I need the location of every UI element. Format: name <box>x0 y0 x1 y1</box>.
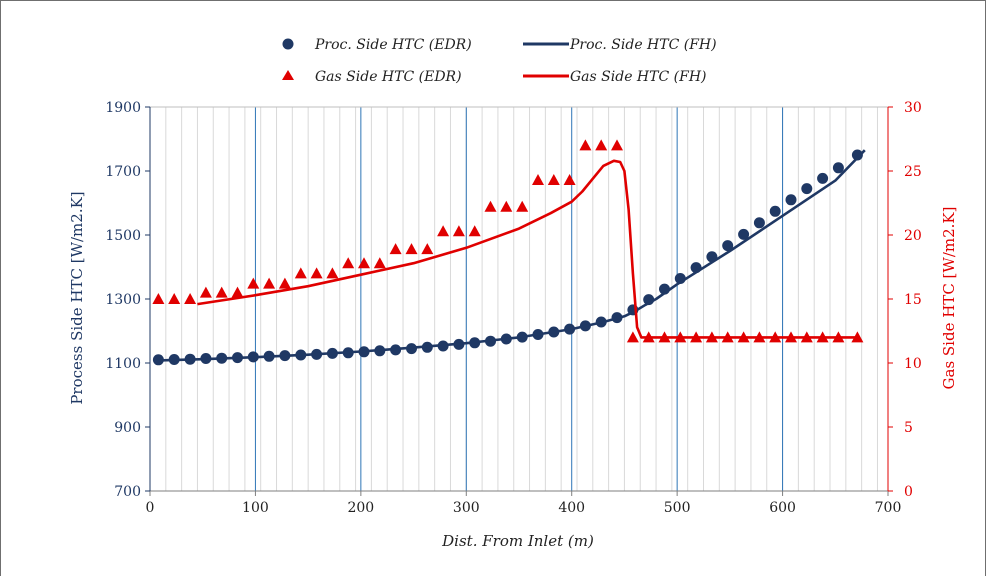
data-point <box>421 243 434 255</box>
legend-label: Proc. Side HTC (EDR) <box>314 37 472 53</box>
data-point <box>152 293 165 304</box>
data-point <box>832 162 844 174</box>
legend: Proc. Side HTC (EDR) Proc. Side HTC (FH)… <box>282 37 717 85</box>
data-point <box>611 139 623 151</box>
series-0 <box>152 149 863 366</box>
y-right-tick-label: 15 <box>904 292 922 308</box>
x-tick-label: 100 <box>242 500 269 516</box>
data-point <box>516 200 529 212</box>
data-point <box>532 174 544 185</box>
data-point <box>801 183 813 195</box>
data-point <box>168 293 181 304</box>
series-line <box>158 149 866 362</box>
data-point <box>484 200 497 212</box>
y-left-tick-label: 1700 <box>105 164 141 180</box>
data-point <box>500 200 513 212</box>
data-point <box>278 277 291 289</box>
x-tick-label: 0 <box>146 500 155 516</box>
legend-item-proc-edr: Proc. Side HTC (EDR) <box>282 37 472 53</box>
y-right-tick-label: 20 <box>904 228 922 244</box>
x-tick-label: 500 <box>664 500 691 516</box>
data-point <box>595 139 608 151</box>
y-right-tick-label: 30 <box>904 100 922 116</box>
data-point <box>626 331 639 343</box>
data-point <box>437 225 450 237</box>
data-point <box>753 217 765 229</box>
y-left-tick-label: 1500 <box>105 228 141 244</box>
data-point <box>389 243 402 255</box>
axes: 0 100 200 300 400 500 600 700700900110013001500… <box>105 100 921 516</box>
y-left-tick-label: 1900 <box>105 100 141 116</box>
data-point <box>294 267 307 279</box>
data-point <box>342 257 355 269</box>
series-layer <box>152 139 866 366</box>
data-point <box>405 243 418 255</box>
y-right-tick-label: 5 <box>904 420 913 436</box>
y-right-tick-label: 0 <box>904 484 913 500</box>
y-left-tick-label: 900 <box>114 420 141 436</box>
legend-marker-circle <box>282 38 294 50</box>
legend-label: Gas Side HTC (FH) <box>570 69 707 85</box>
x-tick-label: 600 <box>769 500 796 516</box>
data-point <box>563 174 576 185</box>
x-tick-label: 400 <box>558 500 585 516</box>
series-1 <box>158 149 866 362</box>
y-left-tick-label: 700 <box>114 484 141 500</box>
data-point <box>851 149 863 161</box>
y-right-tick-label: 25 <box>904 164 922 180</box>
data-point <box>722 240 734 252</box>
legend-item-gas-fh: Gas Side HTC (FH) <box>523 69 707 85</box>
y-left-tick-label: 1100 <box>105 356 141 372</box>
series-3 <box>197 159 859 339</box>
data-point <box>326 267 339 279</box>
grid <box>165 107 878 491</box>
series-2 <box>152 139 864 343</box>
data-point <box>231 286 244 298</box>
data-point <box>579 139 592 151</box>
y-left-tick-label: 1300 <box>105 292 141 308</box>
data-point <box>468 225 481 237</box>
data-point <box>247 277 260 289</box>
data-point <box>310 267 323 279</box>
legend-label: Proc. Side HTC (FH) <box>569 37 717 53</box>
y-right-axis-label: Gas Side HTC [W/m2.K] <box>940 207 958 390</box>
data-point <box>769 205 781 217</box>
x-tick-label: 700 <box>875 500 902 516</box>
y-left-axis-label: Process Side HTC [W/m2.K] <box>68 191 86 404</box>
data-point <box>199 286 212 298</box>
y-right-tick-label: 10 <box>904 356 922 372</box>
x-tick-label: 300 <box>453 500 480 516</box>
data-point <box>373 257 386 269</box>
data-point <box>738 228 750 240</box>
legend-marker-triangle <box>282 70 294 80</box>
data-point <box>452 225 465 237</box>
legend-label: Gas Side HTC (EDR) <box>315 69 462 85</box>
data-point <box>547 174 560 185</box>
data-point <box>184 293 197 304</box>
data-point <box>817 172 829 184</box>
legend-item-gas-edr: Gas Side HTC (EDR) <box>282 69 462 85</box>
legend-item-proc-fh: Proc. Side HTC (FH) <box>523 37 717 53</box>
data-point <box>215 286 228 298</box>
data-point <box>785 194 797 206</box>
series-line <box>197 159 859 339</box>
x-tick-label: 200 <box>347 500 374 516</box>
data-point <box>358 257 370 269</box>
x-axis-label: Dist. From Inlet (m) <box>441 532 594 550</box>
data-point <box>263 277 276 289</box>
